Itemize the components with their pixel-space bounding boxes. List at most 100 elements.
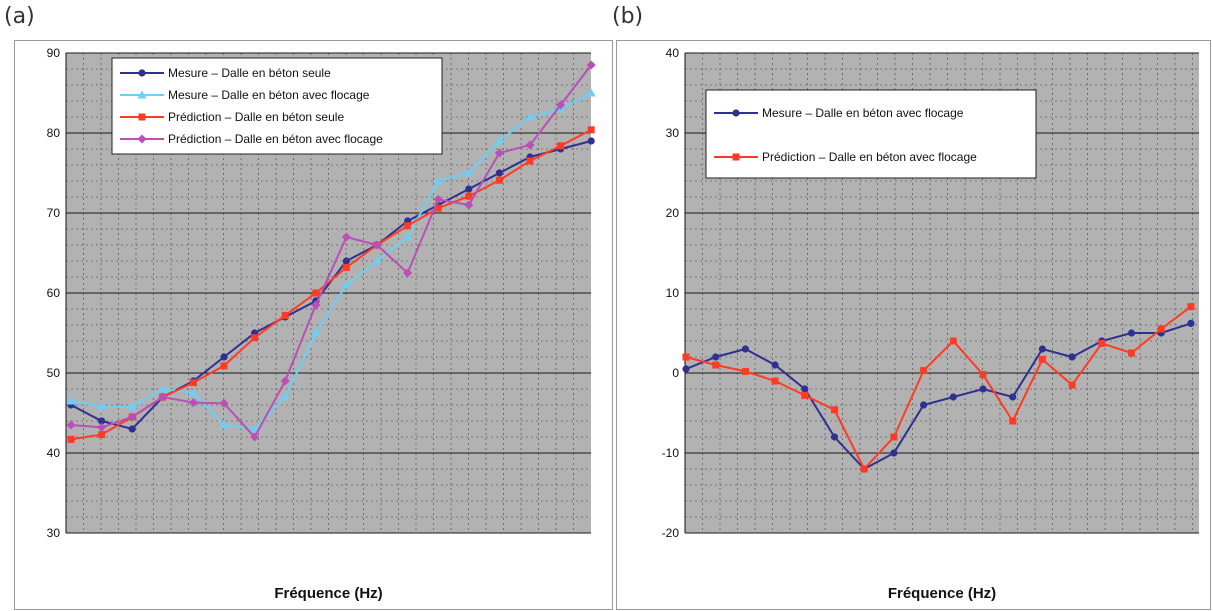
data-point: [586, 88, 596, 97]
data-point: [979, 371, 987, 379]
data-point: [280, 392, 290, 401]
y-tick-label: 80: [47, 126, 61, 140]
series-3: [66, 60, 596, 442]
data-point: [682, 353, 690, 361]
y-tick-label: 40: [666, 46, 680, 60]
data-point: [404, 222, 412, 230]
data-point: [158, 392, 168, 402]
legend: [705, 89, 1037, 179]
data-point: [1038, 345, 1046, 353]
legend-swatch-marker: [137, 90, 147, 99]
data-point: [433, 176, 443, 185]
data-point: [831, 406, 838, 414]
data-point: [949, 393, 957, 401]
data-point: [712, 361, 720, 369]
legend-entry: Prédiction – Dalle en béton avec flocage: [762, 150, 977, 164]
data-point: [342, 263, 350, 271]
data-point: [979, 385, 987, 393]
data-point: [311, 328, 321, 337]
data-point: [771, 377, 779, 385]
series-line: [685, 305, 1192, 471]
legend-swatch-marker: [138, 69, 146, 77]
data-point: [250, 424, 260, 433]
y-tick-label: -10: [662, 446, 680, 460]
y-tick-label: 50: [47, 366, 61, 380]
data-point: [220, 353, 228, 361]
data-point: [342, 257, 350, 265]
y-tick-label: 20: [666, 206, 680, 220]
data-point: [890, 449, 898, 457]
y-tick-label: 0: [672, 366, 679, 380]
data-point: [587, 126, 595, 134]
data-point: [464, 200, 474, 210]
data-point: [66, 420, 76, 430]
y-tick-label: -20: [662, 526, 680, 540]
data-point: [1068, 353, 1076, 361]
data-point: [741, 367, 749, 375]
data-point: [98, 431, 106, 439]
series-line: [70, 92, 592, 431]
data-point: [801, 385, 809, 393]
legend-entry: Mesure – Dalle en béton seule: [168, 66, 331, 80]
x-axis-label: Fréquence (Hz): [888, 585, 996, 602]
data-point: [341, 232, 351, 242]
data-point: [67, 435, 75, 443]
data-point: [464, 168, 474, 177]
data-point: [188, 398, 198, 408]
data-point: [403, 268, 413, 278]
data-point: [1068, 381, 1076, 389]
data-point: [158, 384, 168, 393]
data-point: [771, 361, 779, 369]
data-point: [189, 379, 197, 387]
data-point: [1038, 355, 1046, 363]
data-point: [1187, 303, 1195, 311]
y-tick-label: 30: [666, 126, 680, 140]
data-point: [494, 148, 504, 158]
data-point: [920, 401, 928, 409]
data-point: [127, 412, 137, 422]
data-point: [1187, 319, 1195, 327]
series-1: [66, 88, 596, 433]
panel-a-label: (a): [4, 4, 35, 29]
data-point: [434, 204, 442, 212]
legend-swatch-marker: [732, 153, 740, 161]
data-point: [66, 396, 76, 405]
data-point: [465, 192, 473, 200]
data-point: [1009, 417, 1017, 425]
data-point: [97, 422, 107, 432]
series-0: [682, 319, 1195, 473]
data-point: [1009, 393, 1017, 401]
data-point: [1128, 349, 1135, 357]
y-tick-label: 60: [47, 286, 61, 300]
data-point: [341, 280, 351, 289]
data-point: [1127, 329, 1136, 337]
data-point: [97, 402, 107, 411]
data-point: [801, 391, 809, 399]
data-point: [312, 289, 320, 297]
data-point: [250, 432, 260, 442]
data-point: [465, 185, 473, 193]
data-point: [494, 136, 504, 145]
data-point: [920, 367, 928, 375]
data-point: [830, 433, 839, 441]
data-point: [127, 402, 137, 411]
data-point: [557, 142, 565, 150]
data-point: [98, 417, 106, 425]
data-point: [188, 388, 198, 397]
y-tick-label: 40: [47, 446, 61, 460]
series-1: [682, 303, 1195, 473]
y-tick-label: 30: [47, 526, 61, 540]
legend-swatch-marker: [732, 109, 740, 117]
y-tick-label: 70: [47, 206, 61, 220]
legend-swatch-marker: [137, 134, 147, 144]
data-point: [712, 353, 720, 361]
data-point: [949, 337, 957, 345]
legend: [111, 57, 443, 155]
series-line: [70, 64, 592, 439]
data-point: [372, 256, 382, 265]
data-point: [682, 365, 690, 373]
legend-swatch-marker: [138, 113, 146, 121]
data-point: [433, 194, 443, 204]
data-point: [586, 60, 596, 70]
